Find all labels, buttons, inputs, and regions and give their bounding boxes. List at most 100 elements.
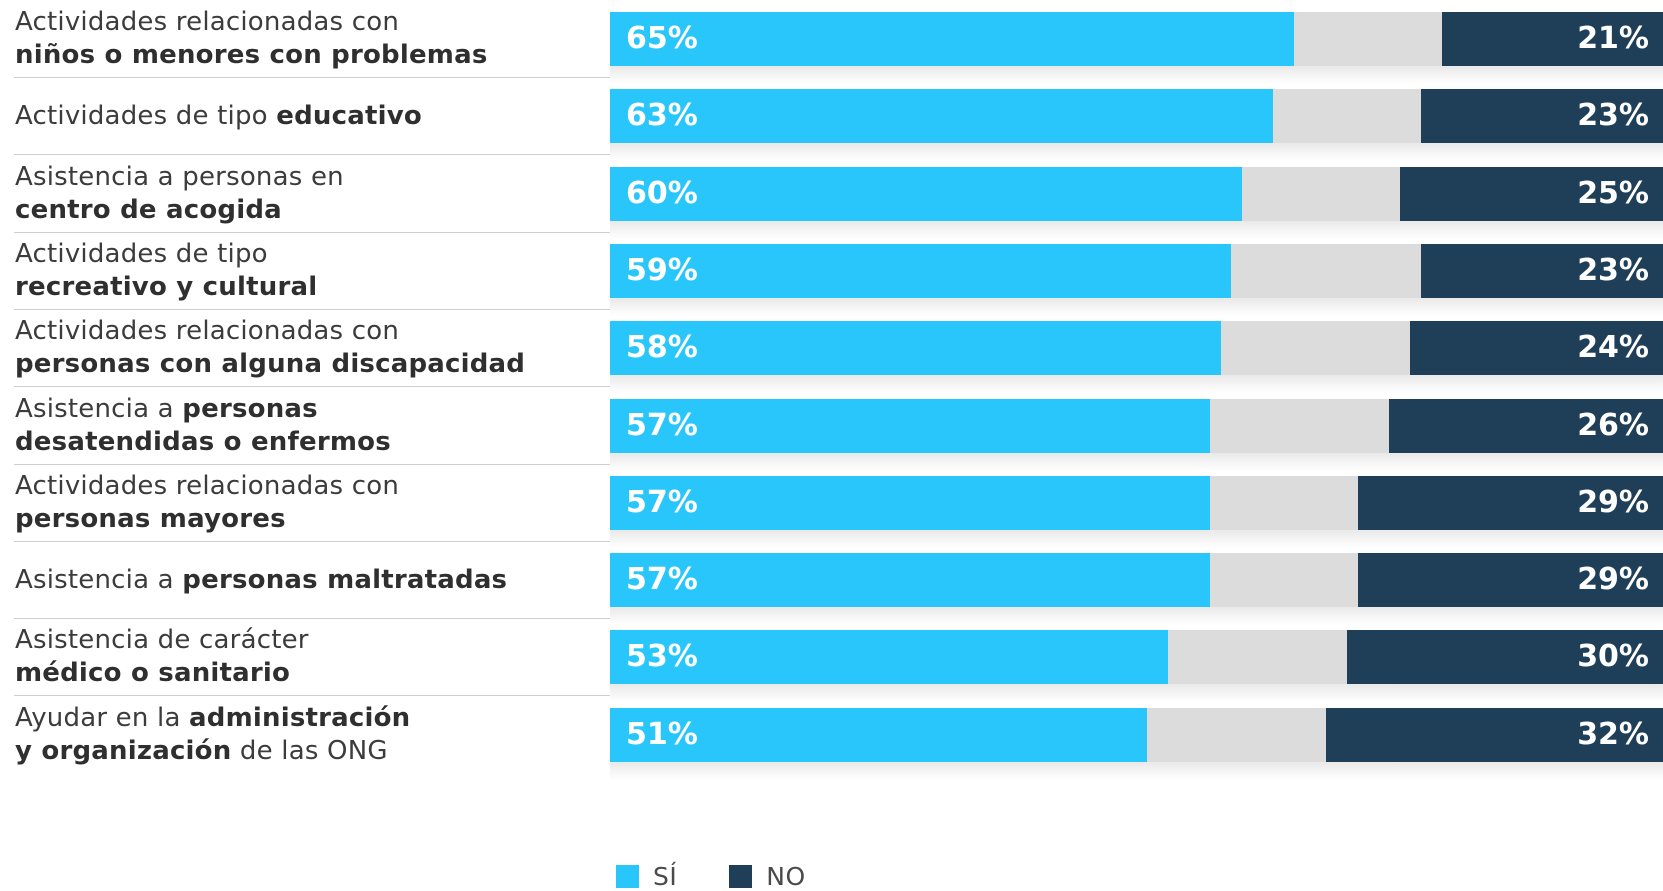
category-label-bold: educativo bbox=[276, 100, 422, 131]
value-label-no: 23% bbox=[1577, 98, 1649, 134]
category-label-text: Asistencia a bbox=[15, 393, 183, 424]
value-label-no: 29% bbox=[1577, 484, 1649, 520]
row-divider bbox=[14, 540, 610, 542]
value-label-si: 57% bbox=[626, 562, 698, 598]
value-label-no: 25% bbox=[1577, 175, 1649, 211]
category-label: Actividades de tipo educativo bbox=[15, 75, 605, 157]
bar-si bbox=[610, 707, 1148, 762]
category-label-bold: administración bbox=[189, 702, 411, 733]
value-label-no: 30% bbox=[1577, 639, 1649, 675]
bar-no bbox=[1399, 166, 1663, 221]
category-label-text: Actividades de tipo bbox=[15, 238, 268, 269]
value-label-si: 58% bbox=[626, 330, 698, 366]
category-label: Actividades relacionadas con personas con… bbox=[15, 307, 605, 389]
value-label-si: 63% bbox=[626, 98, 698, 134]
category-label-bold: personas maltratadas bbox=[182, 564, 508, 595]
category-label-bold: personas con alguna discapacidad bbox=[15, 349, 526, 380]
category-label-bold: médico o sanitario bbox=[15, 658, 291, 689]
value-label-si: 53% bbox=[626, 639, 698, 675]
bar-shadow bbox=[610, 607, 1663, 626]
category-label-text: Asistencia a bbox=[15, 564, 183, 595]
bar-no bbox=[1420, 89, 1663, 144]
category-label-bold: personas mayores bbox=[15, 503, 286, 534]
bar-shadow bbox=[610, 297, 1663, 316]
category-label-text: Ayudar en la bbox=[15, 702, 190, 733]
row-divider bbox=[14, 308, 610, 310]
row-divider bbox=[14, 231, 610, 233]
row-divider bbox=[14, 463, 610, 465]
bar-shadow bbox=[610, 143, 1663, 162]
category-label: Actividades relacionadas con niños o meno… bbox=[15, 0, 605, 80]
legend-swatch-no bbox=[729, 865, 753, 888]
value-label-si: 57% bbox=[626, 407, 698, 443]
bar-no bbox=[1347, 630, 1663, 685]
bar-si bbox=[610, 630, 1169, 685]
bar-shadow bbox=[610, 684, 1663, 703]
legend-label-no: NO bbox=[766, 862, 806, 891]
category-label-bold: niños o menores con problemas bbox=[15, 40, 488, 70]
legend-item-no: NO bbox=[729, 862, 805, 891]
category-label-text: Actividades de tipo bbox=[15, 100, 277, 131]
value-label-no: 21% bbox=[1577, 21, 1649, 56]
category-label-bold: y organización bbox=[15, 735, 232, 766]
category-label-text: de las ONG bbox=[231, 735, 388, 766]
bar-no bbox=[1441, 12, 1663, 66]
category-label: Ayudar en la administración y organizació… bbox=[15, 694, 605, 776]
category-label-text: Asistencia de carácter bbox=[15, 625, 309, 656]
bar-si bbox=[610, 166, 1242, 221]
bar-no bbox=[1389, 398, 1663, 453]
bar-no bbox=[1410, 321, 1663, 376]
bar-shadow bbox=[610, 66, 1663, 84]
category-label-text: Actividades relacionadas con bbox=[15, 7, 400, 37]
bar-si bbox=[610, 321, 1221, 376]
bar-shadow bbox=[610, 452, 1663, 471]
category-label-text: Asistencia a personas en bbox=[15, 161, 344, 192]
category-label: Asistencia a personas maltratadas bbox=[15, 539, 605, 621]
bar-shadow bbox=[610, 220, 1663, 239]
category-label-text: Actividades relacionadas con bbox=[15, 316, 400, 347]
legend: SÍ NO bbox=[616, 862, 858, 891]
bar-no bbox=[1326, 707, 1663, 762]
category-label: Actividades relacionadas con personas may… bbox=[15, 462, 605, 544]
value-label-si: 65% bbox=[626, 21, 698, 56]
row-divider bbox=[14, 695, 610, 697]
value-label-si: 57% bbox=[626, 484, 698, 520]
bar-no bbox=[1357, 553, 1663, 608]
row-divider bbox=[14, 618, 610, 620]
row-divider bbox=[14, 386, 610, 388]
bar-no bbox=[1420, 243, 1663, 298]
value-label-si: 60% bbox=[626, 175, 698, 211]
bar-si bbox=[610, 553, 1211, 608]
value-label-si: 51% bbox=[626, 716, 698, 752]
value-label-no: 26% bbox=[1577, 407, 1649, 443]
category-label-text: Actividades relacionadas con bbox=[15, 470, 400, 501]
row-divider bbox=[14, 154, 610, 156]
legend-swatch-si bbox=[616, 865, 639, 888]
bar-si bbox=[610, 12, 1295, 66]
category-label-bold: recreativo y cultural bbox=[15, 271, 318, 302]
stacked-bar-chart: Actividades relacionadas con niños o meno… bbox=[14, 0, 1663, 780]
category-label-bold: centro de acogida bbox=[15, 194, 282, 225]
bar-shadow bbox=[610, 375, 1663, 394]
value-label-si: 59% bbox=[626, 252, 698, 288]
category-label: Asistencia a personas desatendidas o enfe… bbox=[15, 385, 605, 467]
value-label-no: 32% bbox=[1577, 716, 1649, 752]
value-label-no: 29% bbox=[1577, 562, 1649, 598]
bar-si bbox=[610, 398, 1211, 453]
bar-si bbox=[610, 475, 1211, 530]
legend-label-si: SÍ bbox=[653, 862, 678, 891]
bar-shadow bbox=[610, 761, 1663, 780]
bar-si bbox=[610, 243, 1232, 298]
bar-shadow bbox=[610, 529, 1663, 548]
bar-si bbox=[610, 89, 1274, 144]
category-label: Asistencia a personas en centro de acogid… bbox=[15, 153, 605, 235]
value-label-no: 24% bbox=[1577, 330, 1649, 366]
value-label-no: 23% bbox=[1577, 252, 1649, 288]
category-label-bold: desatendidas o enfermos bbox=[15, 426, 391, 457]
row-divider bbox=[14, 77, 610, 78]
category-label: Actividades de tipo recreativo y cultural bbox=[15, 230, 605, 312]
category-label: Asistencia de carácter médico o sanitario bbox=[15, 616, 605, 698]
category-label-bold: personas bbox=[182, 393, 318, 424]
legend-item-si: SÍ bbox=[616, 862, 677, 891]
bar-no bbox=[1357, 475, 1663, 530]
